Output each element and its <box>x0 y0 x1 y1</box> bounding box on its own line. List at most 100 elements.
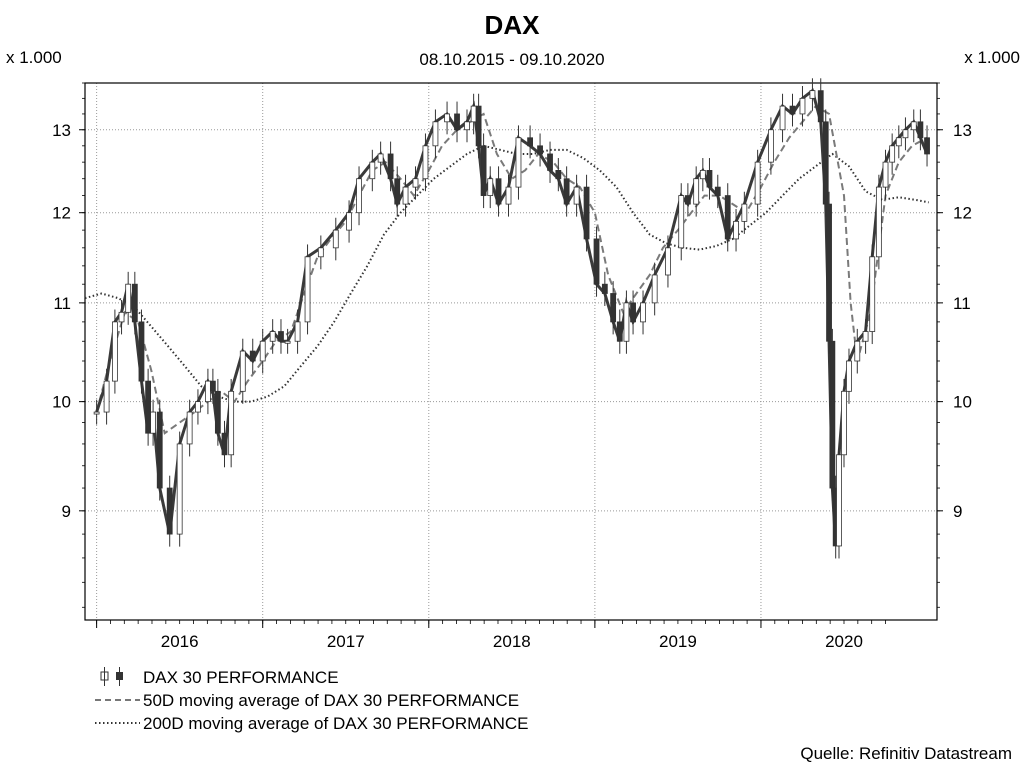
dax-candle-body <box>480 145 487 196</box>
dax-candle-body <box>665 247 671 276</box>
dax-candle-body <box>487 178 494 196</box>
dax-candle-body <box>387 153 394 180</box>
y-tick-left-9: 9 <box>62 502 71 521</box>
dax-candle-body <box>131 283 138 323</box>
dax-candle-body <box>733 220 739 240</box>
dax-candle-body <box>836 454 842 547</box>
grid-lines <box>85 83 937 620</box>
dax-candle-body <box>150 411 156 434</box>
dax-candle-body <box>537 145 543 155</box>
dax-candle-body <box>138 321 145 382</box>
dax-candle-body <box>640 302 646 323</box>
dax-candle-body <box>809 90 816 99</box>
right-y-unit: x 1.000 <box>964 48 1020 67</box>
series-200d-line <box>84 144 929 403</box>
dax-candle-body <box>278 331 284 342</box>
dax-candle-body <box>294 321 301 342</box>
chart-title: DAX <box>485 10 541 40</box>
dax-candle-body <box>402 186 409 205</box>
dax-candle-body <box>684 195 691 205</box>
dax-candle-body <box>332 229 339 249</box>
y-tick-left-11: 11 <box>53 294 71 313</box>
dax-candle-body <box>464 121 470 131</box>
x-tick-label-2019: 2019 <box>659 632 697 651</box>
dax-candle-body <box>444 113 450 123</box>
legend-label-200d: 200D moving average of DAX 30 PERFORMANC… <box>143 714 529 733</box>
dax-candle-body <box>475 105 482 147</box>
dax-candle-body <box>623 302 630 342</box>
dax-candle-body <box>875 186 882 258</box>
dax-candle-body <box>228 390 235 456</box>
dax-candle-body <box>221 432 228 456</box>
dax-candle-body <box>125 283 132 313</box>
dax-candle-body <box>616 321 623 342</box>
dax-candle-body <box>186 411 193 445</box>
y-tick-right-9: 9 <box>953 502 962 521</box>
dax-candle-body <box>304 256 311 323</box>
dax-candle-body <box>356 178 362 214</box>
dax-candle-body <box>882 161 889 188</box>
tick-layer: 9 9 10 10 11 11 12 12 13 13 2016 2017 2018 2019 2020 <box>52 82 972 651</box>
plot-frame <box>84 82 938 621</box>
series-layer <box>84 78 930 559</box>
dax-candle-body <box>862 331 869 342</box>
legend-candle-symbol <box>100 667 123 686</box>
dax-candle-body <box>118 311 125 323</box>
dax-candle-body <box>176 443 183 535</box>
dax-candle-body <box>422 145 429 180</box>
dax-candle-body <box>205 380 211 403</box>
dax-candle-body <box>346 212 352 231</box>
dax-candle-body <box>741 203 748 222</box>
dax-candle-body <box>817 90 824 123</box>
dax-candle-body <box>103 380 110 413</box>
x-tick-label-2018: 2018 <box>493 632 531 651</box>
y-tick-left-10: 10 <box>52 393 71 412</box>
dax-candle-body <box>239 350 246 392</box>
plot-area <box>84 82 938 621</box>
dax-candle-body <box>610 293 617 323</box>
dax-candle-body <box>910 121 917 131</box>
legend-label-candle: DAX 30 PERFORMANCE <box>143 668 339 687</box>
dax-candle-body <box>547 153 553 171</box>
dax-candle-body <box>284 340 291 344</box>
dax-candle-body <box>214 390 221 434</box>
dax-candle-body <box>583 186 590 240</box>
dax-candle-body <box>714 186 721 196</box>
dax-candle-body <box>601 283 608 294</box>
dax-candle-body <box>527 137 533 147</box>
dax-candle-body <box>799 97 806 115</box>
dax-candle-body <box>156 411 163 489</box>
dax-candle-body <box>826 203 832 342</box>
dax-candle-body <box>854 340 861 362</box>
dax-candle-body <box>593 238 600 285</box>
dax-candle-body <box>924 137 930 155</box>
dax-candle-body <box>505 186 512 205</box>
dax-candle-body <box>724 195 731 240</box>
chart-subtitle: 08.10.2015 - 09.10.2020 <box>419 50 604 69</box>
left-y-unit: x 1.000 <box>6 48 62 67</box>
source-note: Quelle: Refinitiv Datastream <box>800 744 1012 763</box>
dax-candle-body <box>377 153 384 163</box>
series-50d-line <box>95 104 928 435</box>
dax-candle-body <box>412 178 419 188</box>
dax-candle-body <box>573 186 580 205</box>
x-tick-label-2017: 2017 <box>327 632 365 651</box>
dax-candle-body <box>895 137 902 147</box>
dax-candle-body <box>889 145 896 163</box>
dax-candle-body <box>563 178 570 205</box>
dax-candle-body <box>93 411 100 415</box>
dax-candle-body <box>249 350 256 362</box>
dax-candle-body <box>768 129 774 163</box>
dax-candle-body <box>555 170 562 180</box>
dax-candle-body <box>699 170 706 180</box>
y-tick-left-12: 12 <box>52 204 71 223</box>
dax-candle-body <box>145 380 152 434</box>
dax-candle-body <box>317 247 324 258</box>
y-tick-right-10: 10 <box>953 393 972 412</box>
legend-label-50d: 50D moving average of DAX 30 PERFORMANCE <box>143 691 519 710</box>
dax-candle-body <box>917 121 924 139</box>
dax-candle-body <box>841 390 847 456</box>
dax-candle-body <box>902 129 909 139</box>
y-tick-right-11: 11 <box>953 294 971 313</box>
